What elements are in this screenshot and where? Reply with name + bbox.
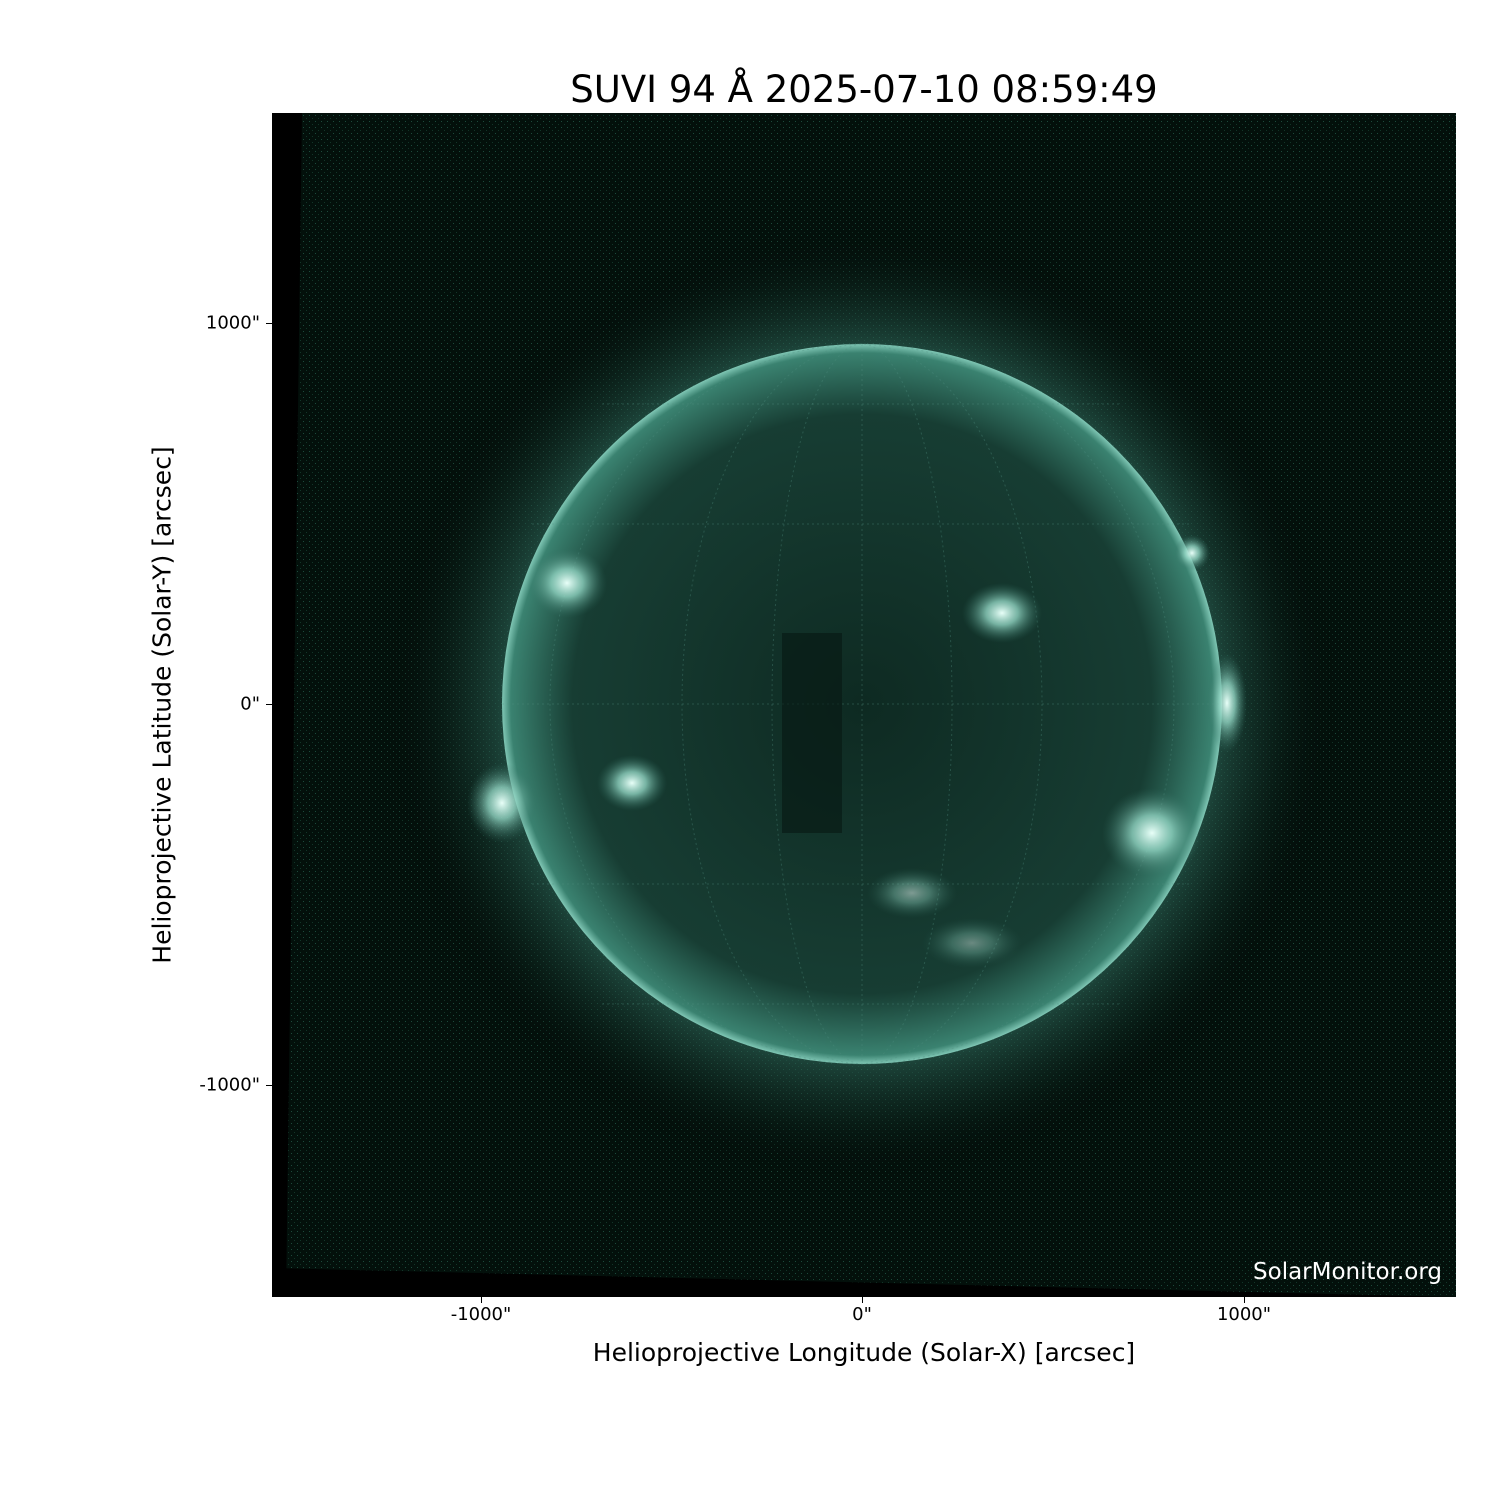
x-tick-label: 0" [852,1304,872,1325]
y-axis-label: Helioprojective Latitude (Solar-Y) [arcs… [147,446,177,964]
watermark: SolarMonitor.org [1253,1259,1442,1285]
solar-image-axes: SolarMonitor.org [272,113,1456,1297]
plot-title: SUVI 94 Å 2025-07-10 08:59:49 [570,68,1158,111]
x-tick-mark [1244,1297,1245,1303]
solar-image [272,113,1456,1297]
x-tick-mark [481,1297,482,1303]
coronal-hole [782,633,842,833]
active-regions [467,535,1247,968]
y-tick-label: 0" [240,693,260,715]
x-tick-label: -1000" [450,1304,512,1325]
y-tick-label: -1000" [199,1074,260,1096]
y-tick-mark [266,704,272,705]
x-tick-mark [862,1297,863,1303]
solar-disk [502,344,1222,1064]
y-tick-mark [266,1085,272,1086]
x-axis-label: Helioprojective Longitude (Solar-X) [arc… [592,1338,1136,1367]
coordinate-grid [502,343,1222,1065]
y-tick-label: 1000" [205,312,260,334]
image-edge-mask [272,113,302,1297]
y-tick-mark [266,323,272,324]
x-tick-label: 1000" [1216,1304,1272,1325]
